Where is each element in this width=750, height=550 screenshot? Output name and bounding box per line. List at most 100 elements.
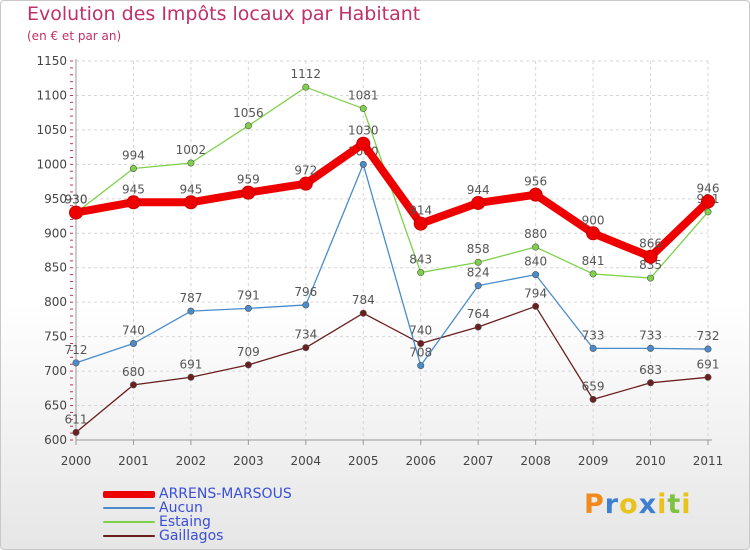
data-label: 1112: [291, 67, 322, 81]
x-tick-label: 2007: [463, 454, 494, 468]
data-point: [129, 340, 137, 348]
data-label: 972: [294, 164, 317, 178]
data-label: 734: [294, 328, 317, 342]
data-point: [528, 187, 543, 202]
y-tick-label: 700: [44, 364, 67, 378]
y-tick-label: 600: [44, 433, 67, 447]
legend-label: ARRENS-MARSOUS: [159, 486, 292, 502]
data-point: [474, 323, 482, 331]
data-point: [701, 194, 715, 209]
data-label: 858: [467, 242, 490, 256]
legend-label: Estaing: [159, 514, 211, 530]
data-point: [647, 274, 655, 282]
data-point: [643, 249, 658, 264]
legend-item: Aucun: [103, 500, 292, 516]
data-label: 945: [122, 182, 145, 196]
legend-item: Gaillagos: [103, 528, 292, 544]
data-point: [647, 379, 655, 387]
data-label: 914: [409, 204, 432, 218]
data-point: [187, 159, 195, 167]
data-point: [417, 269, 425, 277]
x-tick-label: 2001: [118, 454, 149, 468]
x-tick-label: 2002: [176, 454, 207, 468]
data-point: [704, 208, 712, 216]
data-label: 945: [179, 182, 202, 196]
data-point: [532, 302, 540, 310]
data-label: 959: [237, 173, 260, 187]
data-point: [474, 258, 482, 266]
data-label: 691: [179, 357, 202, 371]
data-label: 1002: [176, 143, 207, 157]
y-tick-label: 650: [44, 399, 67, 413]
x-tick-label: 2011: [693, 454, 724, 468]
data-label: 880: [524, 227, 547, 241]
data-label: 712: [65, 343, 88, 357]
series-line-aucun: [75, 163, 709, 367]
data-point: [187, 307, 195, 315]
x-tick-label: 2006: [405, 454, 436, 468]
data-label: 740: [122, 324, 145, 338]
data-label: 787: [179, 291, 202, 305]
x-tick-label: 2004: [291, 454, 322, 468]
data-point: [72, 359, 80, 367]
data-label: 930: [65, 193, 88, 207]
chart-subtitle: (en € et par an): [27, 29, 122, 43]
data-label: 930: [65, 193, 88, 207]
y-tick-label: 1150: [36, 54, 67, 68]
data-point: [244, 304, 252, 312]
x-tick-label: 2000: [61, 454, 92, 468]
data-label: 944: [467, 183, 490, 197]
data-label: 994: [122, 148, 145, 162]
data-point: [589, 270, 597, 278]
data-label: 796: [294, 285, 317, 299]
x-tick-label: 2005: [348, 454, 379, 468]
data-point: [69, 205, 83, 220]
y-tick-label: 950: [44, 192, 67, 206]
data-label: 733: [582, 328, 605, 342]
legend-item: Estaing: [103, 514, 292, 530]
data-point: [72, 428, 80, 436]
data-label: 740: [409, 324, 432, 338]
y-tick-label: 800: [44, 295, 67, 309]
y-tick-label: 850: [44, 261, 67, 275]
data-point: [413, 216, 428, 231]
data-point: [647, 344, 655, 352]
data-point: [244, 361, 252, 369]
y-tick-label: 900: [44, 226, 67, 240]
y-tick-label: 1050: [36, 123, 67, 137]
data-point: [417, 340, 425, 348]
data-point: [126, 195, 141, 210]
data-label: 866: [639, 237, 662, 251]
chart-legend: ARRENS-MARSOUS Aucun Estaing Gaillagos: [103, 486, 292, 544]
data-point: [359, 309, 367, 317]
data-label: 840: [524, 255, 547, 269]
proxiti-logo: Proxiti: [584, 489, 692, 520]
legend-swatch: [103, 507, 155, 509]
data-point: [589, 344, 597, 352]
data-label: 791: [237, 288, 260, 302]
legend-label: Aucun: [159, 500, 203, 516]
data-label: 732: [697, 329, 720, 343]
chart-title: Evolution des Impôts locaux par Habitant: [27, 3, 421, 25]
data-point: [359, 105, 367, 113]
data-label: 708: [409, 346, 432, 360]
data-label: 1056: [233, 106, 264, 120]
data-label: 956: [524, 175, 547, 189]
data-point: [704, 373, 712, 381]
data-label: 764: [467, 307, 490, 321]
x-tick-label: 2003: [233, 454, 264, 468]
legend-swatch: [103, 521, 155, 523]
data-label: 709: [237, 345, 260, 359]
data-point: [359, 160, 367, 168]
plot-area: [76, 61, 708, 440]
y-tick-label: 750: [44, 330, 67, 344]
series-line-estaing: [75, 86, 709, 279]
data-label: 841: [582, 254, 605, 268]
legend-item: ARRENS-MARSOUS: [103, 486, 292, 502]
data-label: 680: [122, 365, 145, 379]
series-line-gaillagos: [75, 305, 709, 434]
data-point: [356, 136, 371, 151]
data-point: [532, 271, 540, 279]
x-tick-label: 2008: [520, 454, 551, 468]
